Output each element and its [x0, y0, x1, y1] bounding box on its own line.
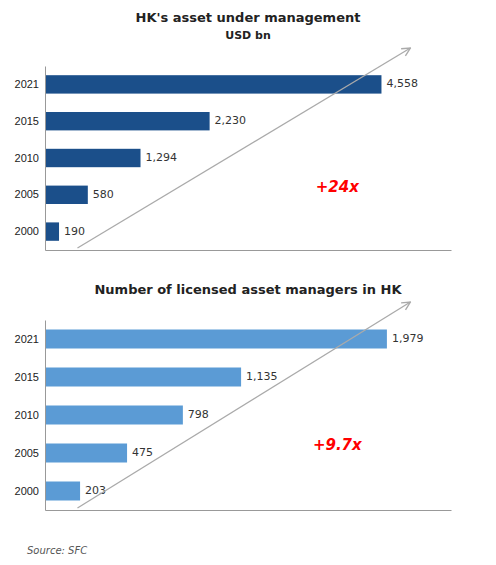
subtitle: USD bn: [225, 29, 271, 42]
annotation: +24x: [316, 178, 360, 196]
bar: [45, 330, 387, 349]
y-tick-label: 2010: [15, 409, 39, 421]
x-axis-line: [46, 510, 452, 511]
bar: [45, 444, 127, 463]
y-tick: 2005: [15, 447, 45, 459]
data-label: 1,294: [146, 151, 178, 164]
chart-svg: HK's asset under managementUSD bn2000200…: [0, 0, 496, 565]
y-tick: 2010: [15, 409, 45, 421]
bars: [45, 75, 381, 241]
bar: [45, 482, 80, 501]
y-tick: 2000: [15, 485, 45, 497]
y-tick-label: 2021: [15, 78, 39, 90]
trend-arrow: [77, 48, 410, 248]
annotation: +9.7x: [313, 436, 363, 454]
y-tick-label: 2010: [15, 152, 39, 164]
y-axis: 2000 2005 2010 2015 2021: [15, 321, 46, 511]
title: Number of licensed asset managers in HK: [94, 282, 402, 297]
bar: [45, 222, 59, 240]
y-axis-line: [45, 67, 46, 251]
y-tick: 2021: [15, 333, 45, 345]
trend-arrow: [77, 302, 410, 508]
y-tick-label: 2021: [15, 333, 39, 345]
data-label: 4,558: [386, 77, 418, 90]
y-tick-label: 2005: [15, 447, 39, 459]
data-label: 203: [85, 484, 106, 497]
bar: [45, 406, 183, 425]
y-tick-label: 2000: [15, 485, 39, 497]
y-tick: 2015: [15, 115, 45, 127]
y-tick: 2010: [15, 152, 45, 164]
data-label: 798: [188, 408, 209, 421]
data-label: 1,135: [246, 370, 278, 383]
data-label: 2,230: [215, 114, 247, 127]
y-tick: 2015: [15, 371, 45, 383]
x-axis-line: [46, 250, 452, 251]
bar: [45, 112, 210, 130]
x-axis: [46, 510, 452, 511]
bar: [45, 149, 141, 167]
data-label: 475: [132, 446, 153, 459]
bars: [45, 330, 387, 501]
y-tick-label: 2015: [15, 115, 39, 127]
y-tick: 2005: [15, 188, 45, 200]
data-labels: 190 580 1,294 2,230 4,558: [64, 77, 418, 237]
bar: [45, 186, 88, 204]
y-axis-line: [45, 321, 46, 511]
data-label: 1,979: [392, 332, 424, 345]
title: HK's asset under management: [136, 10, 361, 25]
source: Source: SFC: [27, 545, 87, 556]
chart-panel: Number of licensed asset managers in HK 2…: [15, 282, 452, 511]
data-label: 580: [93, 188, 114, 201]
data-label: 190: [64, 225, 85, 238]
y-axis: 2000 2005 2010 2015 2021: [15, 67, 46, 251]
y-tick-label: 2000: [15, 225, 39, 237]
y-tick: 2000: [15, 225, 45, 237]
x-axis: [46, 250, 452, 251]
y-tick: 2021: [15, 78, 45, 90]
chart-panel: HK's asset under managementUSD bn2000200…: [15, 10, 452, 251]
y-tick-label: 2005: [15, 188, 39, 200]
y-tick-label: 2015: [15, 371, 39, 383]
bar: [45, 368, 241, 387]
bar: [45, 75, 381, 93]
